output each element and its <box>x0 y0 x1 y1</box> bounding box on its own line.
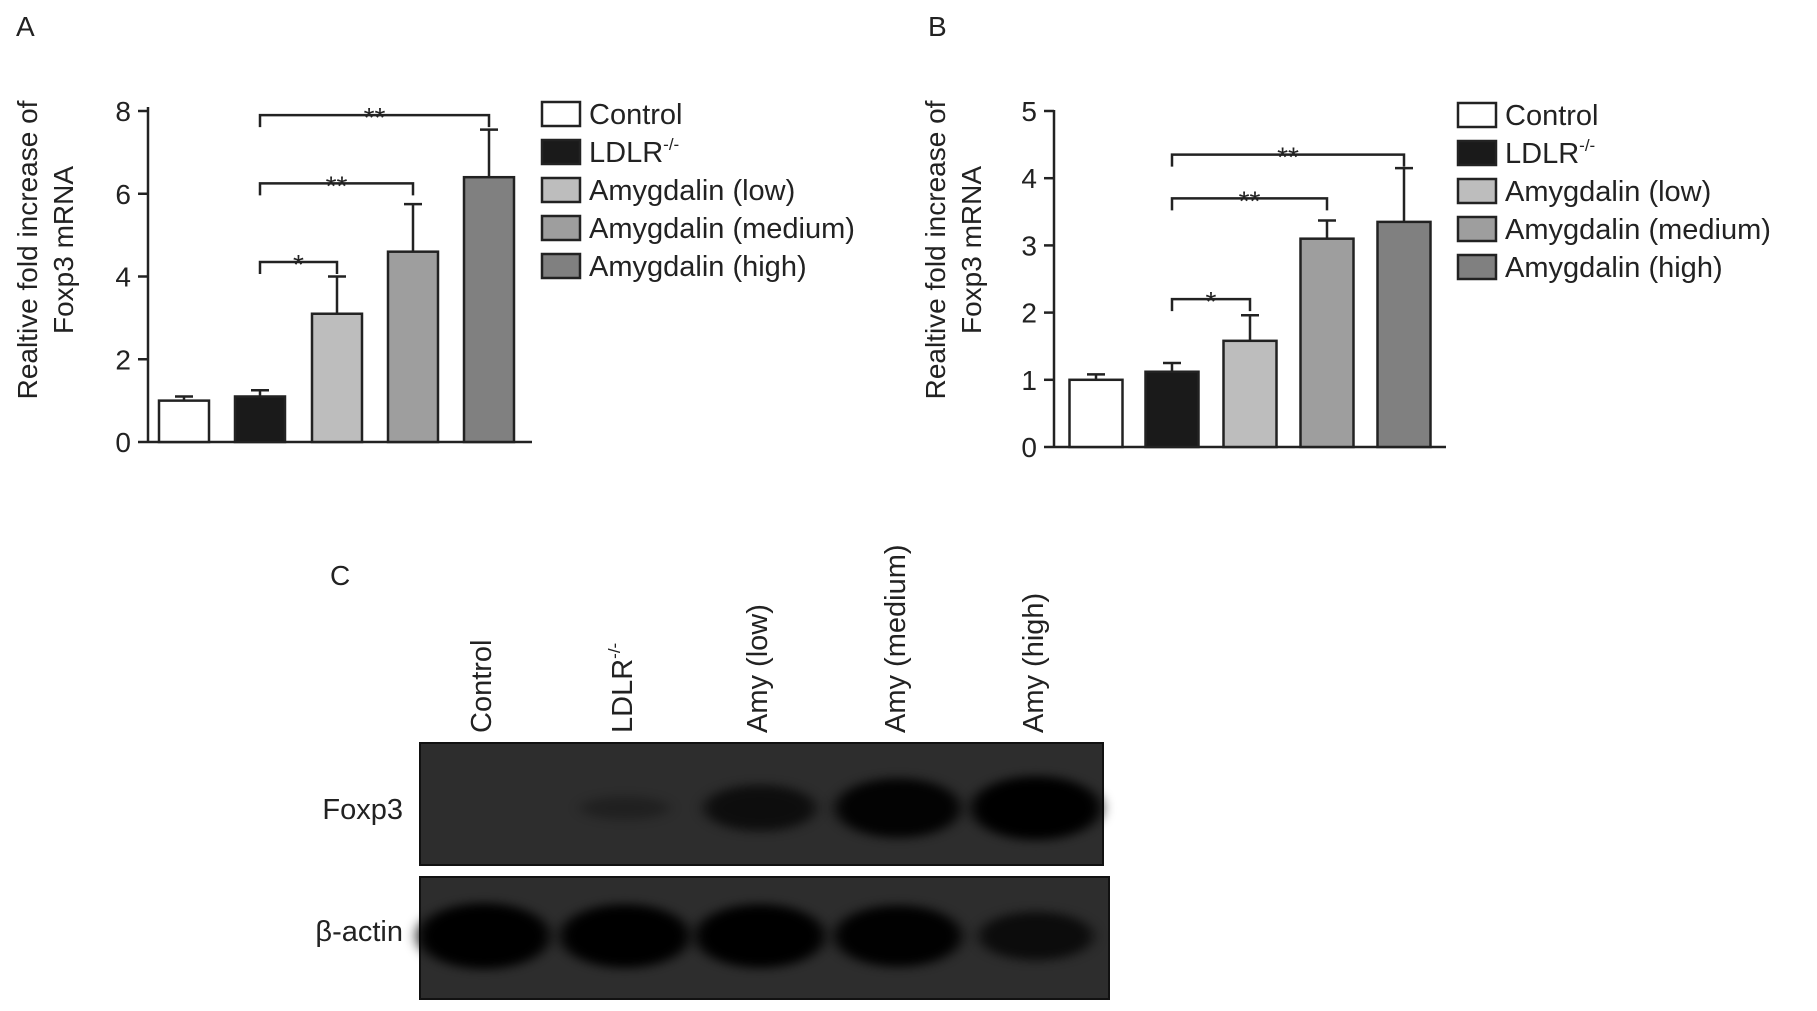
chart-b-bar-0 <box>1068 378 1124 449</box>
chart-b-legend-label-1: LDLR-/- <box>1505 136 1595 170</box>
blot-band-foxp3-3 <box>835 778 961 838</box>
chart-b-legend-label-3: Amygdalin (medium) <box>1505 214 1771 246</box>
chart-a-legend-swatch-4 <box>540 252 582 280</box>
chart-a-ytick-label-1: 2 <box>115 344 131 375</box>
chart-b: Realtive fold increase of Foxp3 mRNA 0 1 2… <box>920 96 1771 463</box>
blot-band-foxp3-4 <box>971 776 1101 840</box>
blot-band-beta-actin-3 <box>834 905 962 967</box>
chart-a-legend-swatch-0 <box>540 100 582 128</box>
chart-b-ytick-label-2: 2 <box>1021 298 1037 329</box>
chart-b-ytick-label-0: 0 <box>1021 432 1037 463</box>
chart-b-bar-1 <box>1144 370 1200 449</box>
chart-a-ytick-label-2: 4 <box>115 262 131 293</box>
chart-b-legend-swatch-0 <box>1456 101 1498 129</box>
chart-b-sig-bracket-2 <box>1170 153 1406 167</box>
chart-b-ylabel-line1: Realtive fold increase of <box>920 100 951 399</box>
chart-a-bar-1 <box>233 395 287 444</box>
chart-a-legend-label-4: Amygdalin (high) <box>589 251 807 283</box>
blot-lane-label-4: Amy (high) <box>1018 593 1050 733</box>
chart-b-ylabel-line2: Foxp3 mRNA <box>956 166 987 334</box>
blot-band-beta-actin-2 <box>695 904 825 968</box>
chart-b-legend-swatch-1 <box>1456 139 1498 167</box>
blot-band-beta-actin-1 <box>560 904 690 968</box>
chart-a-sig-bracket-1 <box>258 182 415 196</box>
chart-a-bar-0 <box>157 399 211 444</box>
chart-b-bar-2 <box>1222 339 1278 449</box>
chart-b-sig-label-2: ** <box>1277 142 1299 173</box>
chart-b-bar-4 <box>1376 220 1432 449</box>
chart-b-legend-swatch-2 <box>1456 177 1498 205</box>
chart-b-ytick-label-4: 4 <box>1021 163 1037 194</box>
chart-b-ytick-label-5: 5 <box>1021 96 1037 127</box>
chart-b-bar-3 <box>1299 237 1355 449</box>
blot-lane-label-0: Control <box>466 640 498 734</box>
chart-a-legend-label-0: Control <box>589 99 683 131</box>
chart-b-legend-label-0: Control <box>1505 100 1599 132</box>
chart-a-sig-label-2: ** <box>364 102 386 133</box>
chart-a-ytick-label-0: 0 <box>115 427 131 458</box>
chart-a-bar-3 <box>386 250 440 444</box>
chart-b-legend-swatch-3 <box>1456 215 1498 243</box>
chart-b-legend-label-4: Amygdalin (high) <box>1505 252 1723 284</box>
chart-b-sig-label-0: * <box>1206 286 1217 317</box>
chart-b-sig-bracket-0 <box>1170 297 1252 312</box>
chart-a-sig-bracket-2 <box>258 113 491 128</box>
chart-a-legend-swatch-1 <box>540 138 582 166</box>
chart-a-legend-label-1: LDLR-/- <box>589 135 679 169</box>
panel-label-a: A <box>16 11 35 42</box>
blot-band-foxp3-2 <box>703 784 817 832</box>
blot-band-foxp3-1 <box>580 796 670 820</box>
chart-a-sig-bracket-0 <box>258 260 339 275</box>
blot-row-label-foxp3: Foxp3 <box>322 794 403 826</box>
blot-lane-label-1: LDLR-/- <box>605 643 639 733</box>
chart-a-sig-label-1: ** <box>326 170 348 201</box>
chart-b-legend-swatch-4 <box>1456 253 1498 281</box>
chart-a-bar-2 <box>310 312 364 444</box>
chart-b-sig-bracket-1 <box>1170 197 1329 211</box>
chart-a-legend-swatch-3 <box>540 214 582 242</box>
chart-a: Realtive fold increase of Foxp3 mRNA 0 2 4… <box>12 96 855 458</box>
chart-a-ytick-label-3: 6 <box>115 179 131 210</box>
blot-band-beta-actin-4 <box>978 911 1094 961</box>
chart-a-ylabel-line2: Foxp3 mRNA <box>48 166 79 334</box>
chart-a-legend-swatch-2 <box>540 176 582 204</box>
blot-lane-label-2: Amy (low) <box>742 604 774 733</box>
chart-a-legend-label-2: Amygdalin (low) <box>589 175 795 207</box>
western-blot: Control LDLR-/- Amy (low) Amy (medium) Amy (… <box>315 544 1110 1000</box>
panel-label-c: C <box>330 560 350 591</box>
panel-label-b: B <box>928 11 947 42</box>
blot-lane-label-3: Amy (medium) <box>880 544 912 733</box>
chart-b-ytick-label-1: 1 <box>1021 365 1037 396</box>
chart-b-ytick-label-3: 3 <box>1021 230 1037 261</box>
blot-band-beta-actin-0 <box>418 903 550 969</box>
chart-a-legend-label-3: Amygdalin (medium) <box>589 213 855 245</box>
chart-a-bar-4 <box>462 175 516 444</box>
chart-b-sig-label-1: ** <box>1239 185 1261 216</box>
chart-a-ytick-label-4: 8 <box>115 96 131 127</box>
blot-row-label-beta-actin: β-actin <box>315 916 403 948</box>
chart-a-ylabel-line1: Realtive fold increase of <box>12 100 43 399</box>
chart-a-sig-label-0: * <box>293 249 304 280</box>
chart-b-legend-label-2: Amygdalin (low) <box>1505 176 1711 208</box>
